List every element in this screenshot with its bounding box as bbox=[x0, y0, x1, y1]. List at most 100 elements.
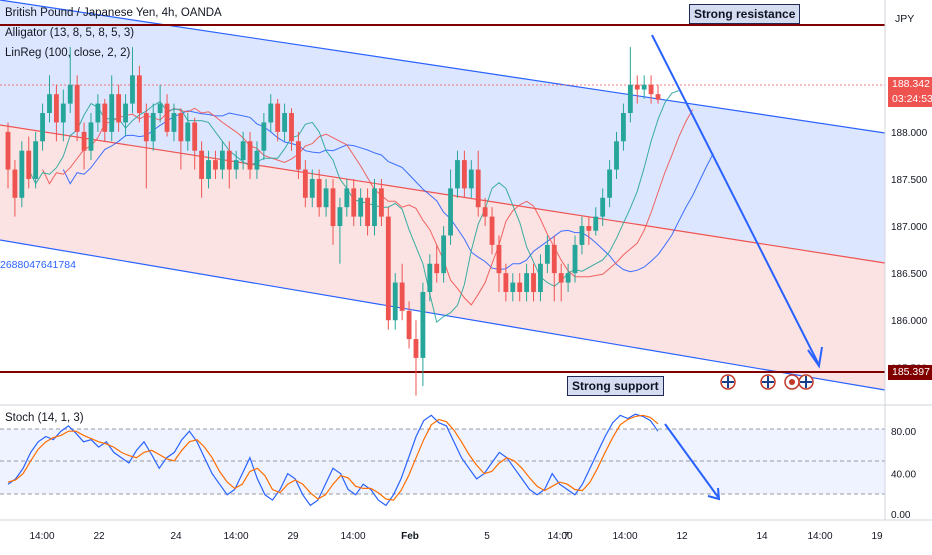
price-tick-label: 186.000 bbox=[891, 316, 928, 327]
time-tick-label: 14:00 bbox=[340, 531, 365, 542]
candle-body bbox=[468, 169, 474, 189]
candle-body bbox=[88, 122, 94, 151]
time-tick-label: 14:00 bbox=[29, 531, 54, 542]
currency-label[interactable]: JPY bbox=[895, 13, 915, 25]
time-tick-label: 14 bbox=[756, 531, 768, 542]
candle-body bbox=[199, 150, 205, 179]
candle-body bbox=[247, 141, 253, 170]
price-tick-label: 187.000 bbox=[891, 222, 928, 233]
candle-body bbox=[213, 160, 218, 170]
linreg-legend[interactable]: LinReg (100, close, 2, 2) bbox=[5, 47, 131, 59]
candle-body bbox=[302, 169, 308, 198]
stoch-tick-label: 0.00 bbox=[891, 510, 911, 521]
candle-body bbox=[510, 282, 516, 292]
candle-body bbox=[316, 178, 322, 208]
candle-body bbox=[496, 244, 502, 274]
linreg-upper-fill bbox=[0, 0, 885, 263]
candle-body bbox=[171, 113, 177, 132]
candle-body bbox=[150, 113, 156, 142]
candle-body bbox=[282, 113, 288, 132]
support-label[interactable]: Strong support bbox=[567, 376, 664, 396]
candle-body bbox=[351, 188, 357, 217]
candle-body bbox=[26, 150, 32, 179]
time-tick-label: Feb bbox=[401, 531, 419, 542]
candle-body bbox=[572, 244, 578, 274]
stoch-arrow-line[interactable] bbox=[664, 423, 719, 498]
stoch-arrow-head bbox=[707, 487, 721, 501]
stoch-tick-label: 40.00 bbox=[891, 470, 916, 481]
candle-body bbox=[586, 226, 592, 231]
candle-body bbox=[185, 122, 191, 142]
candle-body bbox=[648, 84, 654, 95]
candle-body bbox=[67, 84, 73, 104]
candle-body bbox=[19, 150, 25, 198]
candle-body bbox=[275, 103, 281, 132]
candle-body bbox=[296, 141, 301, 170]
candle-body bbox=[344, 188, 350, 208]
uk-flag-cross bbox=[762, 376, 774, 388]
candle-body bbox=[123, 103, 128, 123]
stoch-band bbox=[0, 429, 885, 494]
stoch-tick-label: 80.00 bbox=[891, 427, 916, 438]
candle-body bbox=[53, 94, 59, 123]
candle-body bbox=[192, 122, 198, 151]
support-price-tag: 185.397 bbox=[888, 365, 932, 380]
candle-body bbox=[634, 84, 640, 90]
candle-body bbox=[254, 150, 260, 170]
candle-body bbox=[593, 216, 599, 231]
uk-flag-cross bbox=[800, 376, 812, 388]
candle-body bbox=[489, 216, 495, 245]
linreg-lower-line bbox=[0, 239, 886, 391]
forecast-arrow-head bbox=[807, 346, 823, 369]
linreg-value: 2688047641784 bbox=[0, 259, 76, 271]
candle-body bbox=[655, 94, 661, 100]
resistance-label[interactable]: Strong resistance bbox=[689, 4, 801, 24]
candle-body bbox=[641, 84, 647, 90]
candle-body bbox=[600, 197, 606, 217]
candle-body bbox=[461, 160, 467, 189]
candle-body bbox=[441, 235, 447, 274]
candle-body bbox=[551, 244, 557, 274]
candle-body bbox=[47, 94, 52, 114]
candle-body bbox=[358, 197, 364, 217]
last-price-tag: 188.342 bbox=[888, 77, 932, 92]
candle-body bbox=[289, 113, 294, 142]
time-axis[interactable]: 14:00 22 24 14:00 29 14:00 Feb 5 14:007 14:00 12 14… bbox=[29, 531, 883, 542]
candle-body bbox=[558, 273, 564, 283]
price-tick-label: 187.500 bbox=[891, 175, 928, 186]
candle-body bbox=[365, 197, 370, 227]
candle-body bbox=[226, 150, 232, 170]
time-tick-label: 19 bbox=[871, 531, 883, 542]
stoch-legend[interactable]: Stoch (14, 1, 3) bbox=[5, 412, 84, 424]
symbol-legend[interactable]: British Pound / Japanese Yen, 4h, OANDA bbox=[5, 7, 222, 19]
stoch-lines bbox=[7, 413, 659, 507]
candle-body bbox=[157, 103, 163, 114]
candle-body bbox=[627, 84, 633, 114]
forecast-arrow-line[interactable] bbox=[651, 34, 819, 364]
candle-body bbox=[143, 113, 149, 142]
alligator-legend[interactable]: Alligator (13, 8, 5, 8, 5, 3) bbox=[5, 27, 135, 39]
event-icons[interactable] bbox=[720, 374, 814, 390]
price-tick-label: 188.000 bbox=[891, 128, 928, 139]
candle-body bbox=[12, 169, 18, 198]
candle-body bbox=[455, 160, 460, 189]
candle-body bbox=[102, 103, 108, 132]
time-tick-label: 14:00 bbox=[223, 531, 248, 542]
candle-body bbox=[517, 282, 523, 292]
candle-body bbox=[261, 122, 267, 151]
time-tick-label: 14:00 bbox=[547, 531, 572, 542]
time-tick-label: 5 bbox=[484, 531, 490, 542]
candle-body bbox=[503, 273, 509, 292]
candle-body bbox=[40, 113, 45, 142]
candle-body bbox=[392, 282, 398, 321]
time-tick-label: 14:00 bbox=[807, 531, 832, 542]
uk-flag-cross bbox=[722, 376, 734, 388]
candle-body bbox=[378, 188, 384, 217]
candle-body bbox=[434, 263, 440, 274]
candle-body bbox=[448, 188, 453, 236]
time-tick-label: 14:00 bbox=[612, 531, 637, 542]
candle-body bbox=[109, 94, 115, 132]
candle-body bbox=[337, 207, 343, 227]
